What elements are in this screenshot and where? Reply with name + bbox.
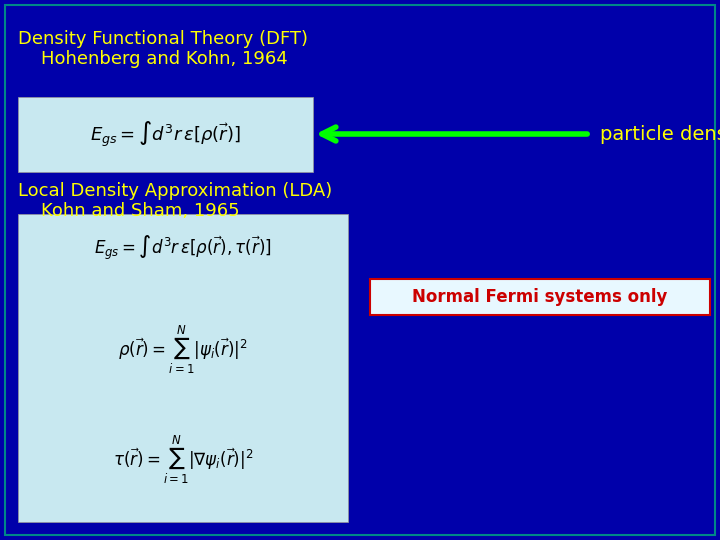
Text: $E_{gs} = \int d^3r\,\varepsilon[\rho(\vec{r}),\tau(\vec{r})]$: $E_{gs} = \int d^3r\,\varepsilon[\rho(\v… <box>94 234 272 262</box>
Text: Hohenberg and Kohn, 1964: Hohenberg and Kohn, 1964 <box>18 50 288 68</box>
Text: particle density: particle density <box>600 125 720 144</box>
Text: Density Functional Theory (DFT): Density Functional Theory (DFT) <box>18 30 308 48</box>
Text: Local Density Approximation (LDA): Local Density Approximation (LDA) <box>18 182 332 200</box>
Text: $\tau(\vec{r}) = \sum_{i=1}^{N} |\nabla\psi_i(\vec{r})|^2$: $\tau(\vec{r}) = \sum_{i=1}^{N} |\nabla\… <box>113 434 253 486</box>
Text: Kohn and Sham, 1965: Kohn and Sham, 1965 <box>18 202 240 220</box>
Bar <box>18 97 313 172</box>
Text: Normal Fermi systems only: Normal Fermi systems only <box>413 288 667 306</box>
Text: $\rho(\vec{r}) = \sum_{i=1}^{N} |\psi_i(\vec{r})|^2$: $\rho(\vec{r}) = \sum_{i=1}^{N} |\psi_i(… <box>118 324 248 376</box>
Text: $E_{gs} = \int d^3r\,\varepsilon[\rho(\vec{r})]$: $E_{gs} = \int d^3r\,\varepsilon[\rho(\v… <box>90 119 240 148</box>
Bar <box>18 214 348 522</box>
Bar <box>370 279 710 315</box>
